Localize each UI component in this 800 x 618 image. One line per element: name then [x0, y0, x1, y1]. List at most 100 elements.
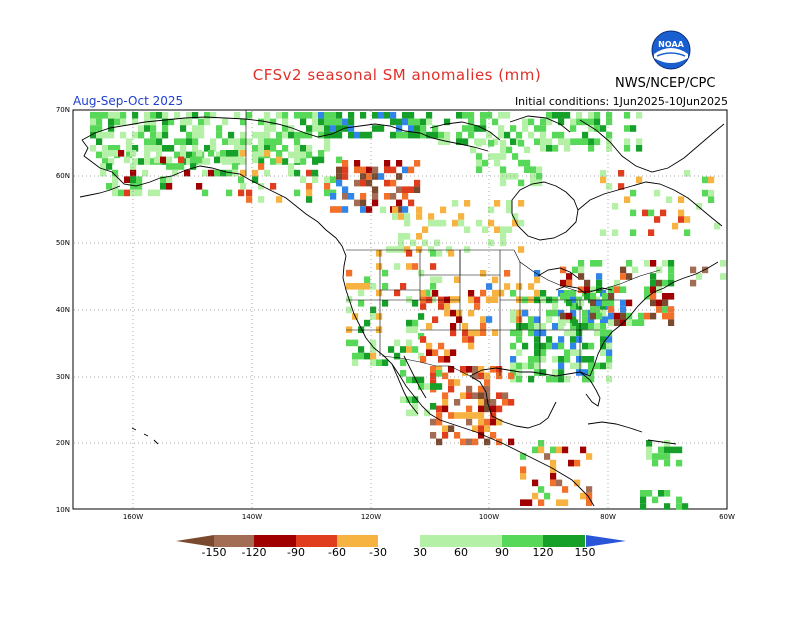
anomaly-cell — [108, 125, 115, 132]
anomaly-cell — [360, 193, 367, 200]
anomaly-cell — [372, 199, 379, 207]
anomaly-cell — [668, 293, 675, 300]
anomaly-cell — [288, 131, 295, 139]
anomaly-cell — [306, 189, 313, 197]
anomaly-cell — [500, 226, 507, 233]
anomaly-cell — [342, 193, 349, 200]
anomaly-cell — [258, 131, 265, 139]
anomaly-cell — [148, 189, 155, 197]
anomaly-cell — [476, 219, 483, 227]
anomaly-cell — [404, 233, 411, 240]
anomaly-cell — [570, 138, 577, 145]
anomaly-cell — [436, 250, 443, 257]
anomaly-cell — [400, 283, 407, 290]
anomaly-cell — [452, 219, 459, 227]
anomaly-cell — [480, 270, 487, 277]
anomaly-cell — [204, 158, 211, 165]
anomaly-cell — [348, 112, 355, 119]
anomaly-cell — [232, 163, 239, 170]
anomaly-cell — [408, 125, 415, 132]
anomaly-cell — [96, 125, 103, 132]
anomaly-cell — [582, 138, 589, 145]
anomaly-cell — [492, 118, 499, 126]
anomaly-cell — [454, 379, 461, 386]
anomaly-cell — [406, 296, 413, 303]
anomaly-cell — [120, 118, 127, 126]
anomaly-cell — [576, 112, 583, 119]
anomaly-cell — [406, 339, 413, 347]
anomaly-cell — [518, 246, 525, 253]
anomaly-cell — [382, 359, 389, 366]
anomaly-cell — [576, 118, 583, 126]
anomaly-cell — [570, 329, 577, 337]
anomaly-cell — [482, 226, 489, 233]
anomaly-cell — [404, 219, 411, 227]
anomaly-cell — [524, 159, 531, 167]
anomaly-cell — [564, 349, 571, 356]
anomaly-cell — [222, 118, 229, 126]
anomaly-cell — [544, 453, 551, 460]
anomaly-cell — [504, 131, 511, 139]
anomaly-cell — [160, 156, 167, 164]
anomaly-cell — [192, 112, 199, 119]
anomaly-cell — [620, 286, 627, 293]
anomaly-cell — [336, 173, 343, 180]
anomaly-cell — [214, 169, 221, 177]
anomaly-cell — [590, 260, 597, 267]
anomaly-cell — [652, 496, 659, 504]
anomaly-cell — [276, 150, 283, 157]
anomaly-cell — [552, 356, 559, 363]
anomaly-cell — [436, 438, 443, 446]
anomaly-cell — [552, 323, 559, 330]
anomaly-cell — [620, 273, 627, 280]
anomaly-cell — [582, 118, 589, 126]
anomaly-cell — [438, 356, 445, 363]
anomaly-cell — [378, 112, 385, 119]
anomaly-cell — [658, 446, 665, 454]
anomaly-cell — [294, 138, 301, 145]
anomaly-cell — [582, 369, 589, 376]
anomaly-cell — [590, 299, 597, 307]
anomaly-cell — [530, 166, 537, 173]
anomaly-cell — [396, 199, 403, 207]
anomaly-cell — [180, 145, 187, 152]
anomaly-cell — [418, 376, 425, 384]
anomaly-cell — [468, 329, 475, 337]
anomaly-cell — [528, 316, 535, 323]
anomaly-cell — [126, 145, 133, 152]
anomaly-cell — [476, 159, 483, 167]
anomaly-cell — [624, 145, 631, 152]
anomaly-cell — [246, 112, 253, 119]
anomaly-cell — [528, 356, 535, 363]
anomaly-cell — [438, 131, 445, 139]
anomaly-cell — [132, 131, 139, 139]
colorbar-right-arrow — [586, 535, 626, 547]
anomaly-cell — [330, 176, 337, 183]
anomaly-cell — [102, 131, 109, 139]
anomaly-cell — [668, 319, 675, 326]
anomaly-cell — [502, 399, 509, 406]
anomaly-cell — [276, 156, 283, 164]
anomaly-cell — [458, 213, 465, 220]
anomaly-cell — [510, 342, 517, 350]
anomaly-cell — [448, 412, 455, 419]
anomaly-cell — [238, 189, 245, 197]
anomaly-cell — [530, 173, 537, 180]
anomaly-cell — [420, 336, 427, 343]
anomaly-cell — [180, 118, 187, 126]
anomaly-cell — [650, 260, 657, 267]
colorbar-box — [254, 535, 296, 547]
anomaly-cell — [656, 306, 663, 313]
anomaly-cell — [582, 323, 589, 330]
anomaly-cell — [156, 145, 163, 152]
anomaly-cell — [214, 156, 221, 164]
colorbar-box — [543, 535, 585, 547]
anomaly-cell — [600, 349, 607, 356]
anomaly-cell — [468, 125, 475, 132]
anomaly-cell — [300, 131, 307, 139]
anomaly-cell — [358, 289, 365, 297]
anomaly-cell — [258, 158, 265, 165]
anomaly-cell — [472, 366, 479, 373]
anomaly-cell — [392, 246, 399, 253]
